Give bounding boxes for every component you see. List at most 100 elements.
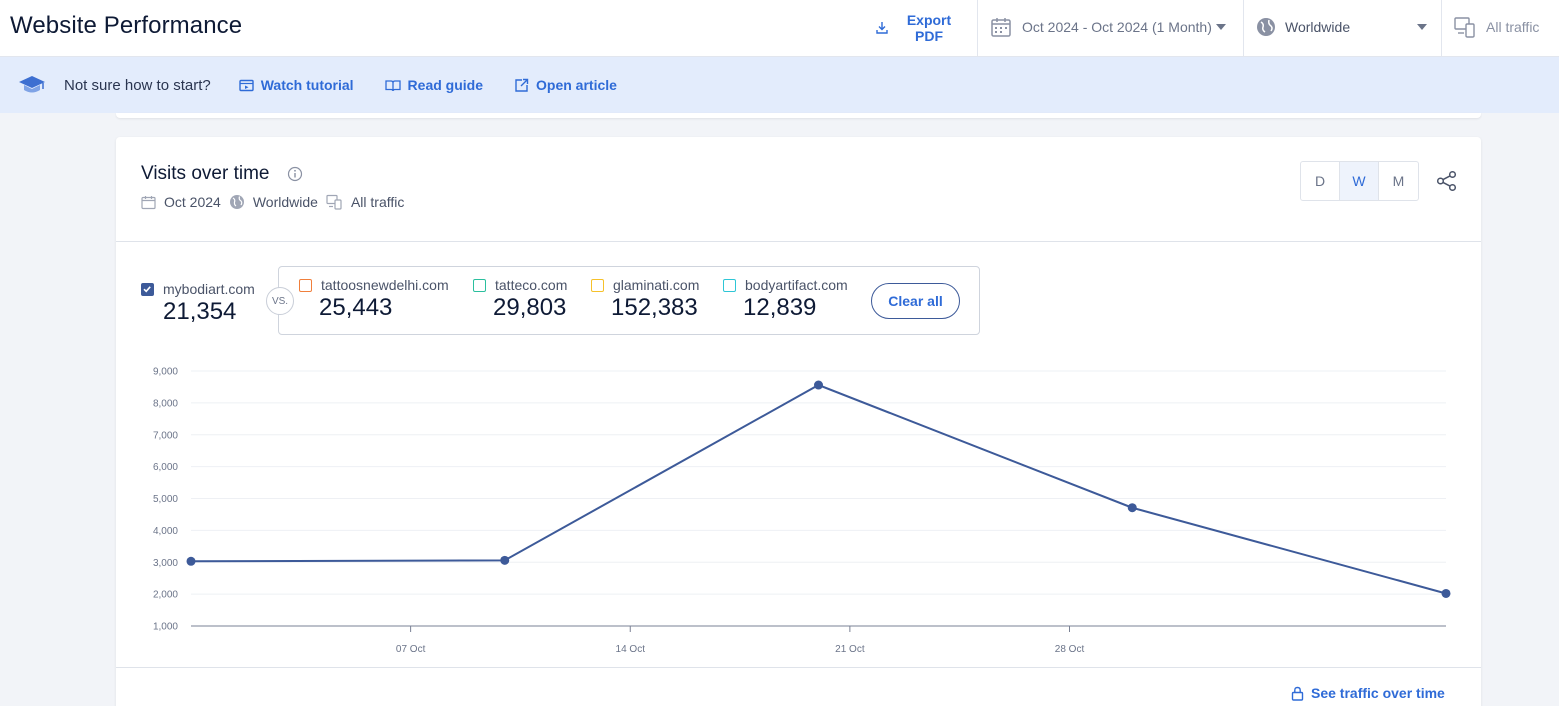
x-tick-label: 14 Oct xyxy=(616,644,646,655)
competitor-visits: 29,803 xyxy=(493,294,567,321)
see-traffic-label: See traffic over time xyxy=(1311,685,1445,701)
header-separator xyxy=(977,0,978,56)
meta-traffic: All traffic xyxy=(326,194,404,210)
primary-site: mybodiart.com 21,354 xyxy=(141,281,255,326)
graduation-cap-icon xyxy=(19,76,45,93)
y-tick-label: 9,000 xyxy=(153,367,178,378)
card-meta: Oct 2024 Worldwide All traffic xyxy=(141,194,412,210)
page-title: Website Performance xyxy=(10,12,243,39)
visits-line-chart: 1,000 2,000 3,000 4,000 5,000 6,000 7,000 8,000… xyxy=(153,367,1451,655)
primary-site-toggle[interactable]: mybodiart.com xyxy=(141,281,255,297)
x-tick-label: 28 Oct xyxy=(1055,644,1085,655)
competitor-domain: bodyartifact.com xyxy=(745,277,848,293)
video-icon xyxy=(239,79,254,91)
globe-icon xyxy=(1257,18,1275,36)
x-tick-label: 21 Oct xyxy=(835,644,865,655)
visits-over-time-card: Visits over time Oct 2024 Worldwide xyxy=(116,137,1481,706)
meta-date-label: Oct 2024 xyxy=(164,194,221,210)
external-link-icon xyxy=(515,78,529,92)
globe-icon xyxy=(229,195,244,209)
competitor-item: tattoosnewdelhi.com 25,443 xyxy=(299,277,449,322)
data-point xyxy=(500,555,510,565)
data-point xyxy=(1441,588,1451,598)
share-icon[interactable] xyxy=(1436,170,1458,192)
chevron-down-icon xyxy=(1417,24,1427,30)
tutorial-banner: Not sure how to start? Watch tutorial Re… xyxy=(0,57,1559,113)
book-icon xyxy=(384,79,401,91)
calendar-icon xyxy=(141,195,156,209)
watch-tutorial-link[interactable]: Watch tutorial xyxy=(239,77,354,93)
meta-traffic-label: All traffic xyxy=(350,194,405,210)
card-title: Visits over time xyxy=(141,163,270,184)
competitor-toggle[interactable]: tatteco.com xyxy=(473,277,567,293)
data-point xyxy=(186,556,196,566)
granularity-month-button[interactable]: M xyxy=(1392,173,1405,189)
region-label: Worldwide xyxy=(1285,19,1351,35)
competitor-visits: 152,383 xyxy=(611,294,698,321)
granularity-day-button[interactable]: D xyxy=(1301,162,1340,200)
traffic-selector[interactable]: All traffic xyxy=(1454,14,1539,40)
previous-card-edge xyxy=(116,113,1481,118)
y-tick-label: 4,000 xyxy=(153,526,178,537)
y-tick-label: 6,000 xyxy=(153,462,178,473)
y-tick-label: 8,000 xyxy=(153,398,178,409)
tutorial-question: Not sure how to start? xyxy=(64,76,211,94)
competitors-box: tattoosnewdelhi.com 25,443 tatteco.com 2… xyxy=(278,266,980,335)
y-tick-label: 2,000 xyxy=(153,590,178,601)
devices-icon xyxy=(326,194,342,210)
export-pdf-button[interactable]: Export PDF xyxy=(866,10,966,46)
open-article-label: Open article xyxy=(536,77,617,93)
devices-icon xyxy=(1454,17,1475,38)
y-tick-label: 5,000 xyxy=(153,494,178,505)
competitor-toggle[interactable]: glaminati.com xyxy=(591,277,699,293)
y-tick-label: 3,000 xyxy=(153,558,178,569)
y-tick-label: 7,000 xyxy=(153,430,178,441)
read-guide-label: Read guide xyxy=(407,77,484,93)
competitor-visits: 25,443 xyxy=(319,294,393,321)
granularity-week-button[interactable]: W xyxy=(1340,162,1379,200)
checkbox-icon[interactable] xyxy=(591,278,604,292)
info-icon[interactable] xyxy=(287,166,303,182)
y-tick-label: 1,000 xyxy=(153,622,178,633)
vs-badge: VS. xyxy=(266,287,294,315)
competitor-domain: tatteco.com xyxy=(495,277,568,293)
granularity-toggle: D W M xyxy=(1300,161,1419,201)
date-range-selector[interactable]: Oct 2024 - Oct 2024 (1 Month) xyxy=(990,14,1226,40)
see-traffic-link[interactable]: See traffic over time xyxy=(1291,685,1445,701)
x-tick-label: 07 Oct xyxy=(396,644,426,655)
meta-region: Worldwide xyxy=(229,194,318,210)
checkbox-icon[interactable] xyxy=(299,278,312,292)
region-selector[interactable]: Worldwide xyxy=(1256,14,1431,40)
competitor-domain: glaminati.com xyxy=(613,277,700,293)
read-guide-link[interactable]: Read guide xyxy=(384,77,484,93)
checkbox-icon[interactable] xyxy=(473,278,486,292)
primary-site-domain: mybodiart.com xyxy=(163,281,255,297)
header-separator xyxy=(1243,0,1244,56)
download-icon xyxy=(876,22,888,34)
calendar-icon xyxy=(991,18,1011,37)
competitor-item: glaminati.com 152,383 xyxy=(591,277,699,322)
data-point xyxy=(814,380,823,390)
traffic-label: All traffic xyxy=(1486,19,1540,35)
competitor-visits: 12,839 xyxy=(743,294,817,321)
data-point xyxy=(1127,503,1137,513)
primary-site-visits: 21,354 xyxy=(163,298,237,325)
export-label: Export PDF xyxy=(906,12,952,44)
competitor-item: tatteco.com 29,803 xyxy=(473,277,567,322)
meta-region-label: Worldwide xyxy=(252,194,318,210)
competitor-toggle[interactable]: tattoosnewdelhi.com xyxy=(299,277,449,293)
competitor-item: bodyartifact.com 12,839 xyxy=(723,277,848,322)
meta-date: Oct 2024 xyxy=(141,194,221,210)
open-article-link[interactable]: Open article xyxy=(514,77,617,93)
card-divider xyxy=(116,667,1481,668)
header-separator xyxy=(1441,0,1442,56)
lock-icon xyxy=(1291,686,1304,701)
competitor-toggle[interactable]: bodyartifact.com xyxy=(723,277,848,293)
competitor-domain: tattoosnewdelhi.com xyxy=(321,277,449,293)
top-bar: Website Performance Export PDF Oct 2024 … xyxy=(0,0,1559,57)
checkbox-icon[interactable] xyxy=(723,278,736,292)
card-divider xyxy=(116,241,1481,242)
checkbox-checked-icon[interactable] xyxy=(141,282,154,296)
watch-tutorial-label: Watch tutorial xyxy=(260,77,354,93)
clear-all-button[interactable]: Clear all xyxy=(871,283,960,319)
